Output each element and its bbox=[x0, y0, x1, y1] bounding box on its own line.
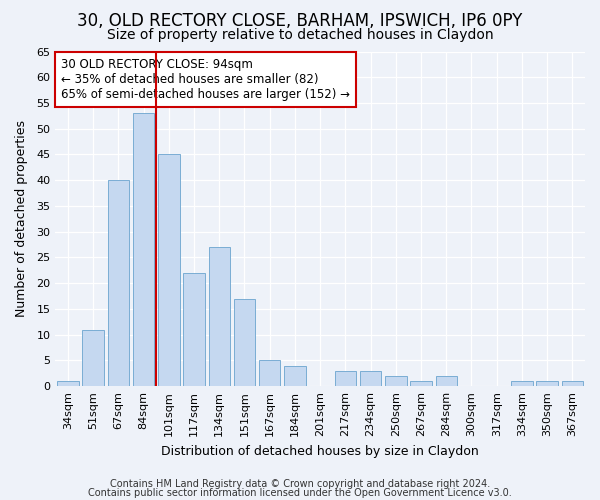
Bar bbox=[360, 370, 382, 386]
Bar bbox=[259, 360, 280, 386]
Text: Contains public sector information licensed under the Open Government Licence v3: Contains public sector information licen… bbox=[88, 488, 512, 498]
Bar bbox=[133, 114, 154, 386]
Bar bbox=[562, 381, 583, 386]
Text: Size of property relative to detached houses in Claydon: Size of property relative to detached ho… bbox=[107, 28, 493, 42]
Bar bbox=[209, 247, 230, 386]
Bar bbox=[284, 366, 305, 386]
Text: 30, OLD RECTORY CLOSE, BARHAM, IPSWICH, IP6 0PY: 30, OLD RECTORY CLOSE, BARHAM, IPSWICH, … bbox=[77, 12, 523, 30]
Bar bbox=[82, 330, 104, 386]
Bar bbox=[511, 381, 533, 386]
Text: Contains HM Land Registry data © Crown copyright and database right 2024.: Contains HM Land Registry data © Crown c… bbox=[110, 479, 490, 489]
X-axis label: Distribution of detached houses by size in Claydon: Distribution of detached houses by size … bbox=[161, 444, 479, 458]
Bar bbox=[385, 376, 407, 386]
Bar bbox=[57, 381, 79, 386]
Bar bbox=[536, 381, 558, 386]
Bar bbox=[410, 381, 432, 386]
Bar bbox=[335, 370, 356, 386]
Bar bbox=[184, 273, 205, 386]
Bar bbox=[234, 298, 255, 386]
Bar bbox=[107, 180, 129, 386]
Bar bbox=[436, 376, 457, 386]
Text: 30 OLD RECTORY CLOSE: 94sqm
← 35% of detached houses are smaller (82)
65% of sem: 30 OLD RECTORY CLOSE: 94sqm ← 35% of det… bbox=[61, 58, 350, 101]
Bar bbox=[158, 154, 179, 386]
Y-axis label: Number of detached properties: Number of detached properties bbox=[15, 120, 28, 318]
